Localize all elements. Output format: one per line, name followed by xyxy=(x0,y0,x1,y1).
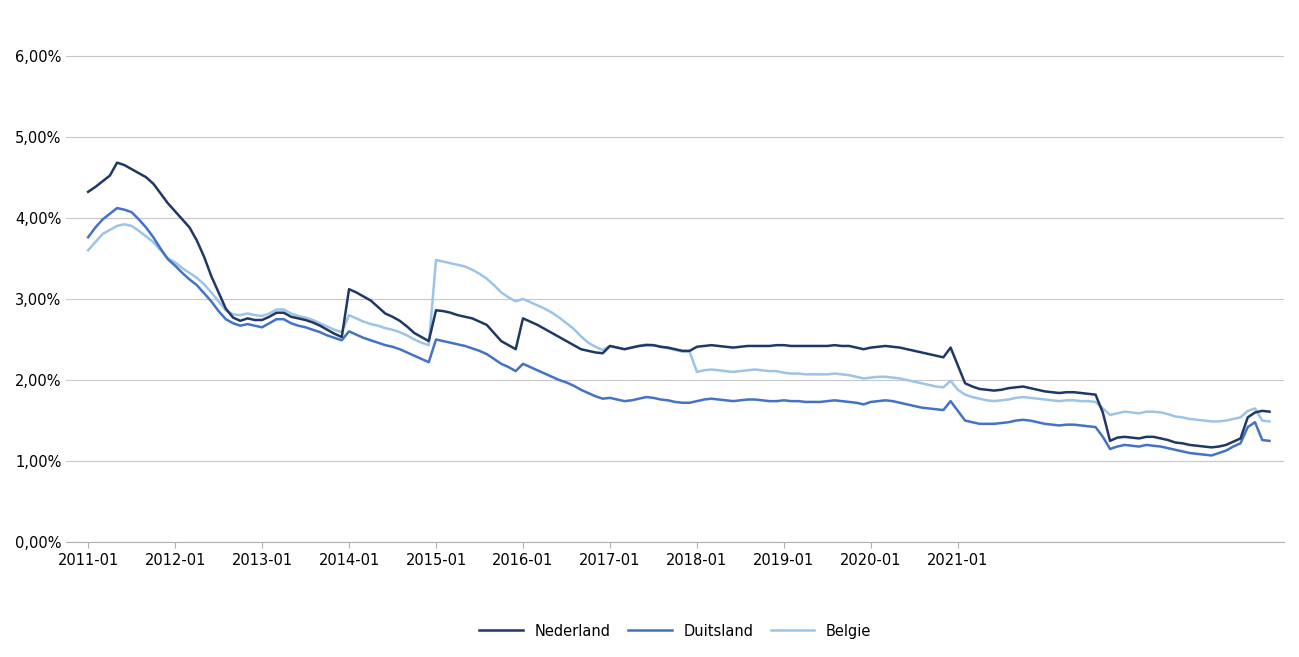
Duitsland xyxy=(566,382,582,390)
Legend: Nederland, Duitsland, Belgie: Nederland, Duitsland, Belgie xyxy=(473,618,877,645)
Line: Nederland: Nederland xyxy=(88,163,1269,447)
Belgie xyxy=(81,246,96,254)
Belgie xyxy=(1218,417,1234,424)
Belgie xyxy=(1000,396,1016,403)
Belgie xyxy=(117,220,132,228)
Duitsland xyxy=(81,233,96,241)
Duitsland xyxy=(1000,419,1016,426)
Nederland xyxy=(1000,384,1016,392)
Line: Duitsland: Duitsland xyxy=(88,208,1269,455)
Nederland xyxy=(566,341,582,349)
Belgie xyxy=(950,386,965,394)
Duitsland xyxy=(1204,451,1220,459)
Nederland xyxy=(269,309,284,317)
Duitsland xyxy=(269,315,284,323)
Belgie xyxy=(566,325,582,333)
Nederland xyxy=(1204,443,1220,451)
Nederland xyxy=(653,343,669,351)
Duitsland xyxy=(1261,437,1277,445)
Duitsland xyxy=(109,204,125,212)
Belgie xyxy=(1204,417,1220,425)
Nederland xyxy=(81,188,96,196)
Line: Belgie: Belgie xyxy=(88,224,1269,421)
Belgie xyxy=(1261,417,1277,425)
Nederland xyxy=(1218,441,1234,449)
Duitsland xyxy=(1218,447,1234,455)
Belgie xyxy=(653,343,669,351)
Duitsland xyxy=(653,396,669,403)
Nederland xyxy=(109,159,125,167)
Belgie xyxy=(269,306,284,313)
Nederland xyxy=(950,361,965,369)
Duitsland xyxy=(950,407,965,415)
Nederland xyxy=(1261,408,1277,416)
